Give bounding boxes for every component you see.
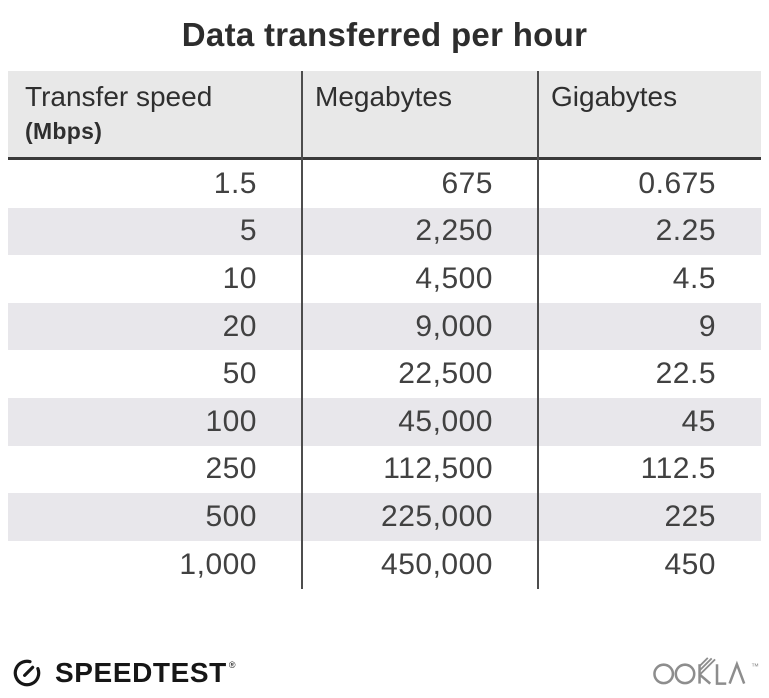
cell-megabytes: 450,000 bbox=[381, 547, 493, 581]
column-header-transfer-speed: Transfer speed (Mbps) bbox=[8, 71, 302, 157]
cell-gigabytes: 22.5 bbox=[655, 357, 716, 391]
cell-transfer-speed: 1,000 bbox=[179, 547, 257, 581]
table-body: 1.5 675 0.675 5 2,250 2.25 10 4,500 4.5 20 9,000 9 5… bbox=[8, 160, 761, 588]
column-header-transfer-speed-label: Transfer speed bbox=[25, 81, 213, 112]
cell-gigabytes: 112.5 bbox=[640, 452, 716, 486]
cell-gigabytes: 4.5 bbox=[672, 261, 716, 295]
column-header-megabytes: Megabytes bbox=[315, 81, 452, 112]
table-row: 100 45,000 45 bbox=[8, 397, 761, 446]
cell-megabytes: 2,250 bbox=[415, 214, 493, 248]
cell-transfer-speed: 1.5 bbox=[213, 166, 257, 200]
cell-megabytes: 112,500 bbox=[383, 452, 493, 486]
table-row: 20 9,000 9 bbox=[8, 302, 761, 351]
speedometer-gauge-icon bbox=[13, 659, 41, 687]
cell-gigabytes: 45 bbox=[681, 404, 716, 438]
trademark-symbol: ™ bbox=[751, 662, 759, 671]
column-divider-2 bbox=[537, 71, 539, 589]
cell-megabytes: 22,500 bbox=[398, 357, 493, 391]
cell-megabytes: 225,000 bbox=[381, 499, 493, 533]
table-row: 10 4,500 4.5 bbox=[8, 255, 761, 303]
registered-trademark-symbol: ® bbox=[228, 660, 236, 670]
cell-gigabytes: 450 bbox=[664, 547, 716, 581]
cell-gigabytes: 0.675 bbox=[638, 166, 716, 200]
table-header-row: Transfer speed (Mbps) Megabytes Gigabyte… bbox=[8, 71, 761, 160]
table-row: 500 225,000 225 bbox=[8, 493, 761, 541]
cell-megabytes: 675 bbox=[441, 166, 493, 200]
data-table: Transfer speed (Mbps) Megabytes Gigabyte… bbox=[8, 71, 761, 589]
speedtest-wordmark: SPEEDTEST bbox=[55, 657, 227, 688]
cell-transfer-speed: 500 bbox=[205, 499, 257, 533]
cell-gigabytes: 225 bbox=[664, 499, 716, 533]
column-header-mbps-unit: (Mbps) bbox=[25, 118, 103, 144]
speedtest-logo: SPEEDTEST ® bbox=[12, 658, 236, 688]
cell-megabytes: 45,000 bbox=[398, 404, 493, 438]
table-row: 1,000 450,000 450 bbox=[8, 541, 761, 589]
cell-transfer-speed: 10 bbox=[222, 261, 257, 295]
table-row: 250 112,500 112.5 bbox=[8, 446, 761, 494]
ookla-logo: ™ bbox=[653, 654, 759, 688]
column-divider-1 bbox=[301, 71, 303, 589]
table-row: 5 2,250 2.25 bbox=[8, 207, 761, 256]
cell-gigabytes: 9 bbox=[698, 309, 716, 343]
table-row: 50 22,500 22.5 bbox=[8, 350, 761, 398]
cell-transfer-speed: 50 bbox=[222, 357, 257, 391]
cell-transfer-speed: 100 bbox=[205, 404, 257, 438]
page-title: Data transferred per hour bbox=[181, 16, 588, 53]
table-row: 1.5 675 0.675 bbox=[8, 160, 761, 208]
cell-megabytes: 9,000 bbox=[415, 309, 493, 343]
cell-megabytes: 4,500 bbox=[415, 261, 493, 295]
cell-transfer-speed: 5 bbox=[239, 214, 257, 248]
ookla-wordmark-icon bbox=[653, 657, 746, 685]
cell-gigabytes: 2.25 bbox=[655, 214, 716, 248]
column-header-gigabytes: Gigabytes bbox=[551, 81, 678, 112]
cell-transfer-speed: 20 bbox=[222, 309, 257, 343]
cell-transfer-speed: 250 bbox=[205, 452, 257, 486]
